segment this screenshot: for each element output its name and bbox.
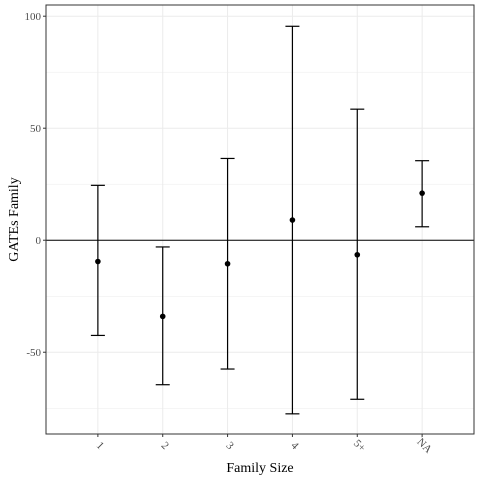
y-axis-title: GATEs Family bbox=[7, 177, 22, 261]
point-estimate bbox=[354, 251, 361, 258]
x-axis-title: Family Size bbox=[226, 461, 293, 476]
y-tick-label: -50 bbox=[26, 347, 41, 359]
point-estimate bbox=[289, 217, 296, 223]
point-estimate bbox=[95, 258, 101, 265]
y-axis-ticks: -50 0 50 100 bbox=[25, 11, 46, 359]
point-estimate bbox=[419, 190, 425, 196]
panel-border bbox=[45, 4, 475, 435]
point-estimates bbox=[95, 190, 425, 320]
y-tick-label: 50 bbox=[30, 123, 42, 135]
y-tick-label: 100 bbox=[25, 11, 42, 23]
point-estimate bbox=[159, 313, 166, 320]
point-estimate bbox=[224, 260, 231, 267]
y-tick-label: 0 bbox=[36, 235, 42, 247]
